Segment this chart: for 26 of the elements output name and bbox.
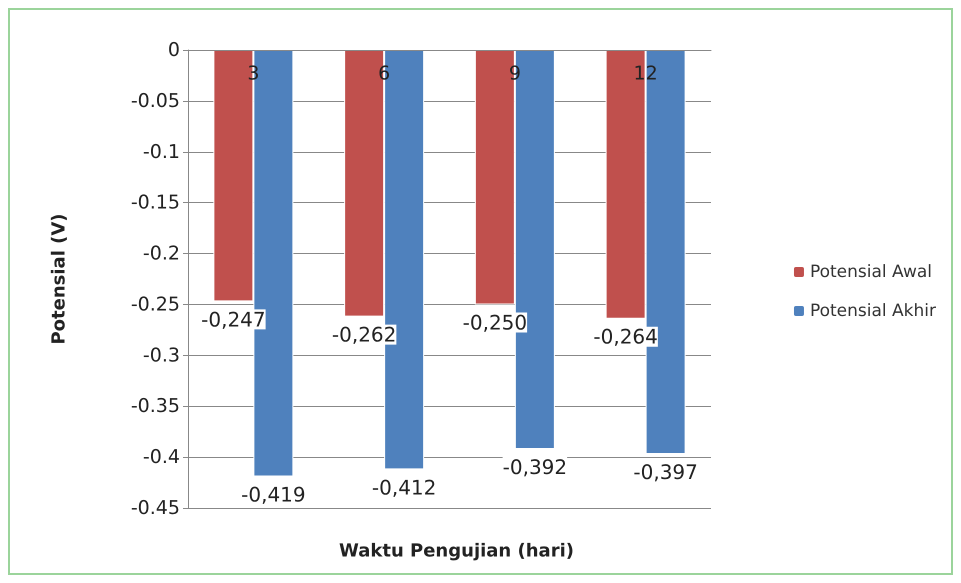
x-tick-label: 3 [247, 62, 260, 84]
y-tick-label: -0.4 [142, 446, 180, 468]
legend-label: Potensial Akhir [810, 301, 936, 321]
y-tick-label: -0.25 [130, 293, 180, 316]
x-tick-label: 12 [634, 62, 658, 84]
y-axis-title: Potensial (V) [48, 213, 70, 345]
y-tick-label: 0 [168, 39, 180, 61]
x-axis-title: Waktu Pengujian (hari) [339, 540, 574, 562]
data-label: -0,262 [332, 322, 396, 347]
data-label: -0,247 [201, 307, 266, 332]
y-tick-label: -0.15 [130, 192, 180, 214]
y-tick-label: -0.35 [130, 395, 180, 418]
y-tick-label: -0.3 [142, 344, 180, 366]
data-label: -0,250 [462, 310, 528, 334]
data-label: -0,412 [372, 475, 436, 500]
legend-label: Potensial Awal [810, 262, 932, 282]
data-label: -0,397 [633, 460, 698, 484]
y-tick-label: -0.45 [130, 497, 180, 519]
y-tick-label: -0.05 [130, 90, 180, 112]
x-tick-label: 6 [378, 62, 390, 84]
y-tick-label: -0.1 [142, 140, 180, 163]
data-label: -0,419 [241, 482, 306, 506]
y-tick-label: -0.2 [142, 242, 180, 265]
data-label: -0,264 [593, 324, 658, 349]
x-tick-label: 9 [508, 62, 521, 84]
data-label: -0,392 [502, 454, 568, 479]
